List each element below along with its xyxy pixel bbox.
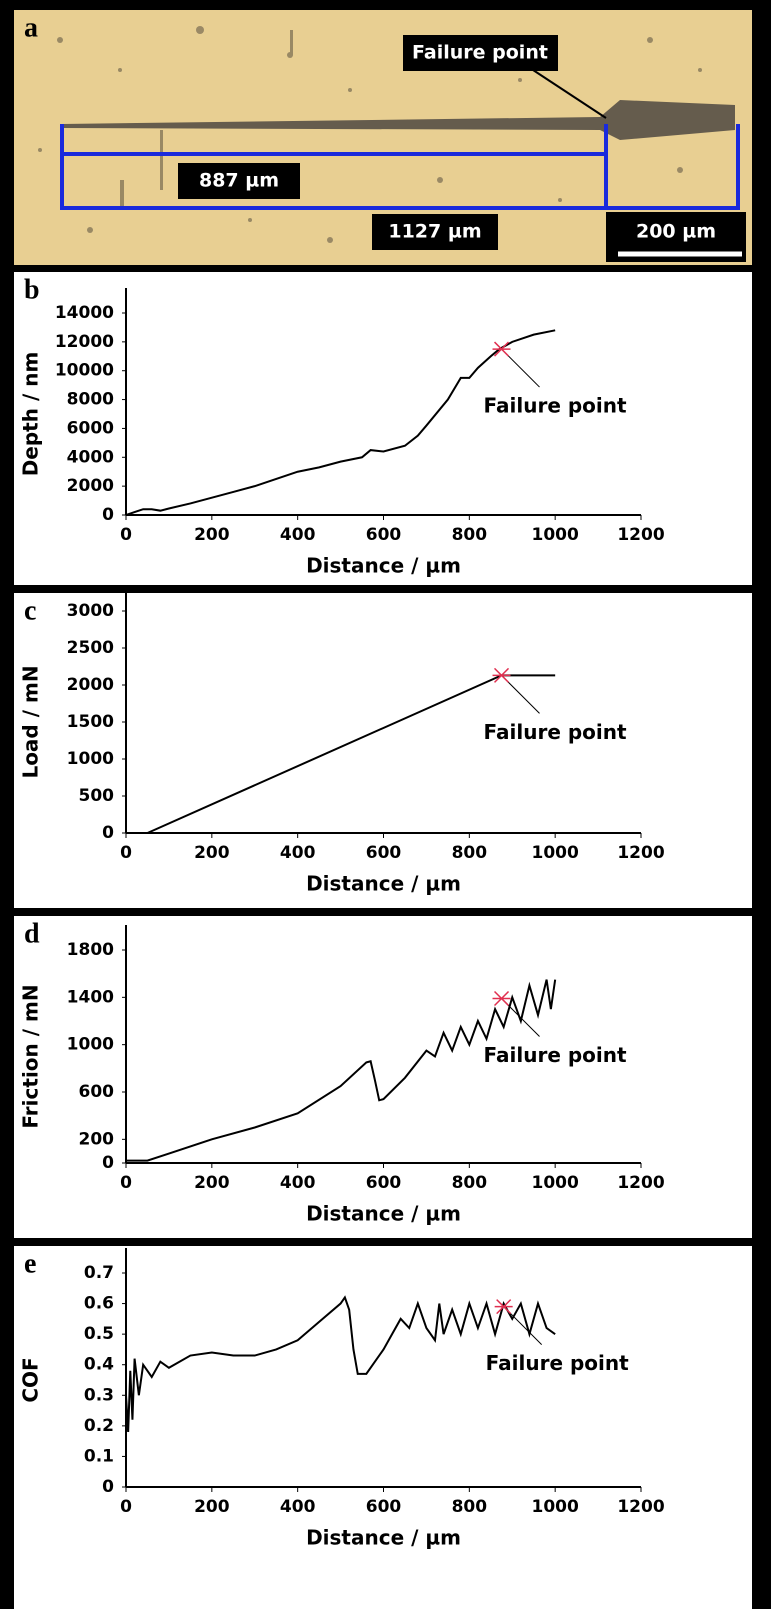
y-tick-label: 1000 <box>67 1035 114 1055</box>
y-tick-label: 0 <box>102 1477 114 1497</box>
texture <box>38 26 702 243</box>
y-tick-label: 1000 <box>67 749 114 769</box>
panel <box>14 593 752 908</box>
x-tick-label: 1200 <box>617 1173 664 1193</box>
x-tick-label: 800 <box>452 843 488 863</box>
x-tick-label: 1000 <box>532 525 579 545</box>
y-tick-label: 1400 <box>67 987 114 1007</box>
x-tick-label: 400 <box>280 1497 316 1517</box>
scale-bar-label: 200 µm <box>636 221 716 243</box>
failure-marker <box>492 341 511 357</box>
label-box <box>372 214 498 250</box>
y-tick-label: 0.4 <box>84 1355 114 1375</box>
y-axis-title: Depth / nm <box>19 352 43 477</box>
x-tick-label: 1000 <box>532 1497 579 1517</box>
y-tick-label: 10000 <box>55 361 114 381</box>
failure-label: Failure point <box>486 1351 629 1375</box>
panel-label: e <box>24 1248 36 1279</box>
x-tick-label: 200 <box>194 1173 230 1193</box>
y-tick-label: 0.7 <box>84 1263 114 1283</box>
y-axis-title: Load / mN <box>19 665 43 778</box>
x-axis-title: Distance / µm <box>306 1526 461 1550</box>
panel-label: d <box>24 918 40 949</box>
x-tick-label: 600 <box>366 1497 402 1517</box>
failure-marker <box>494 1299 513 1315</box>
panel-label: c <box>24 595 36 626</box>
x-tick-label: 400 <box>280 843 316 863</box>
y-tick-label: 0.6 <box>84 1294 114 1314</box>
y-tick-label: 600 <box>79 1082 115 1102</box>
y-axis-title: Friction / mN <box>19 984 43 1128</box>
failure-label: Failure point <box>484 1043 627 1067</box>
x-tick-label: 1000 <box>532 843 579 863</box>
failure-label: Failure point <box>484 394 627 418</box>
y-tick-label: 6000 <box>67 418 114 438</box>
x-tick-label: 1200 <box>617 1497 664 1517</box>
y-tick-label: 12000 <box>55 332 114 352</box>
panel <box>14 272 752 585</box>
failure-marker <box>492 990 511 1007</box>
x-tick-label: 1000 <box>532 1173 579 1193</box>
y-axis-title: COF <box>19 1357 43 1402</box>
panel-label: a <box>24 12 38 43</box>
x-tick-label: 200 <box>194 525 230 545</box>
length-label: 887 µm <box>199 170 279 192</box>
y-tick-label: 2000 <box>67 476 114 496</box>
y-tick-label: 0 <box>102 823 114 843</box>
x-axis-title: Distance / µm <box>306 872 461 896</box>
x-tick-label: 600 <box>366 843 402 863</box>
y-tick-label: 1800 <box>67 940 114 960</box>
failure-label: Failure point <box>484 720 627 744</box>
line <box>126 979 557 1162</box>
y-tick-label: 0.2 <box>84 1416 114 1436</box>
x-tick-label: 600 <box>366 525 402 545</box>
x-tick-label: 1200 <box>617 525 664 545</box>
x-axis-title: Distance / µm <box>306 1202 461 1226</box>
x-tick-label: 0 <box>120 843 132 863</box>
panel <box>14 1246 752 1609</box>
x-axis-title: Distance / µm <box>306 554 461 578</box>
panel <box>14 916 752 1238</box>
y-tick-label: 0 <box>102 505 114 525</box>
y-tick-label: 2000 <box>67 675 114 695</box>
scratch <box>62 100 735 140</box>
x-tick-label: 800 <box>452 525 488 545</box>
x-tick-label: 400 <box>280 525 316 545</box>
length-label: 1127 µm <box>388 221 481 243</box>
y-tick-label: 0 <box>102 1153 114 1173</box>
y-tick-label: 500 <box>79 786 115 806</box>
brackets <box>60 124 740 210</box>
failure-marker <box>492 667 511 683</box>
y-tick-label: 14000 <box>55 303 114 323</box>
y-tick-label: 1500 <box>67 712 114 732</box>
label-box <box>403 35 558 71</box>
x-tick-label: 800 <box>452 1173 488 1193</box>
x-tick-label: 0 <box>120 1497 132 1517</box>
x-tick-label: 0 <box>120 1173 132 1193</box>
y-tick-label: 8000 <box>67 390 114 410</box>
x-tick-label: 600 <box>366 1173 402 1193</box>
x-tick-label: 800 <box>452 1497 488 1517</box>
line <box>125 329 556 516</box>
y-tick-label: 0.5 <box>84 1324 114 1344</box>
x-tick-label: 1200 <box>617 843 664 863</box>
x-tick-label: 200 <box>194 1497 230 1517</box>
y-tick-label: 3000 <box>67 601 114 621</box>
y-tick-label: 4000 <box>67 447 114 467</box>
x-tick-label: 200 <box>194 843 230 863</box>
y-tick-label: 0.1 <box>84 1446 114 1466</box>
failure-label: Failure point <box>412 42 548 64</box>
y-tick-label: 0.3 <box>84 1385 114 1405</box>
y-tick-label: 200 <box>79 1129 115 1149</box>
leader <box>529 67 607 119</box>
panel-label: b <box>24 274 40 305</box>
y-tick-label: 2500 <box>67 638 114 658</box>
line <box>125 1295 556 1433</box>
label-box <box>178 163 300 199</box>
x-tick-label: 400 <box>280 1173 316 1193</box>
x-tick-label: 0 <box>120 525 132 545</box>
